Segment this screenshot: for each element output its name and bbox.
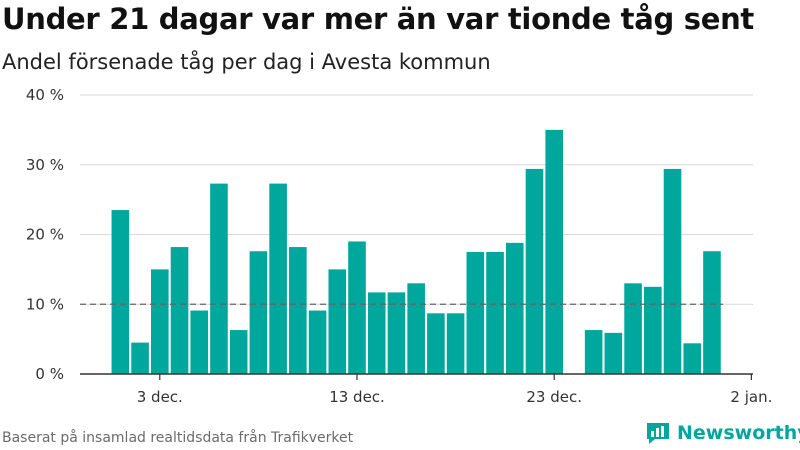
bar: [663, 168, 682, 374]
bar: [289, 247, 307, 374]
bar: [644, 286, 662, 374]
bar: [249, 251, 268, 374]
bar: [328, 269, 347, 374]
bar: [584, 330, 603, 374]
bar: [427, 313, 445, 374]
bar: [367, 292, 386, 374]
y-tick-label: 40 %: [26, 86, 64, 104]
x-tick-label: 3 dec.: [137, 388, 183, 406]
bar: [604, 332, 623, 374]
bar: [387, 292, 406, 374]
bar: [683, 343, 702, 374]
bar: [229, 330, 248, 374]
bar: [466, 251, 485, 374]
bar: [151, 269, 169, 374]
bar: [210, 183, 228, 374]
x-tick-label: 13 dec.: [329, 388, 385, 406]
bar: [525, 168, 544, 374]
bar: [170, 247, 189, 374]
y-tick-label: 20 %: [26, 226, 64, 244]
bar: [308, 310, 327, 374]
y-tick-label: 30 %: [26, 156, 64, 174]
bar-chart-logo-icon: [647, 423, 669, 444]
bar: [505, 242, 524, 374]
bar: [269, 183, 287, 374]
bar: [545, 129, 563, 374]
bar: [111, 210, 130, 374]
y-tick-label: 10 %: [26, 295, 64, 313]
source-note: Baserat på insamlad realtidsdata från Tr…: [2, 430, 354, 446]
bar: [131, 342, 149, 374]
bar: [407, 283, 425, 374]
y-tick-label: 0 %: [35, 365, 64, 383]
bar: [190, 310, 209, 374]
chart-title: Under 21 dagar var mer än var tionde tåg…: [2, 2, 754, 36]
brand-name: Newsworthy: [677, 422, 800, 444]
chart-subtitle: Andel försenade tåg per dag i Avesta kom…: [2, 50, 491, 74]
brand-logo: Newsworthy: [645, 420, 800, 446]
x-tick-label: 23 dec.: [526, 388, 582, 406]
bar: [446, 313, 465, 374]
bar: [624, 283, 642, 374]
bar: [703, 251, 721, 374]
x-tick-label: 2 jan.: [730, 388, 772, 406]
bar: [486, 251, 504, 374]
bar: [348, 241, 366, 374]
